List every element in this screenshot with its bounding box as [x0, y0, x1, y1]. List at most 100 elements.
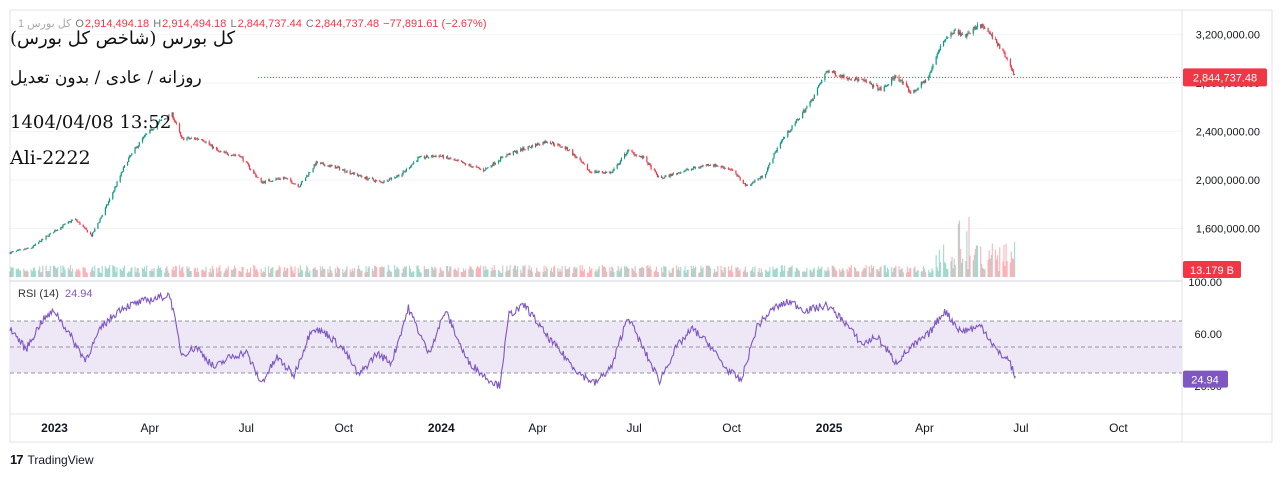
volume-bar	[991, 243, 993, 277]
candle-body	[61, 227, 63, 228]
candle-body	[924, 79, 927, 83]
candle-body	[453, 159, 455, 161]
volume-bar	[404, 267, 406, 277]
candle-body	[906, 85, 909, 88]
volume-bar	[589, 266, 591, 277]
tradingview-brand[interactable]: 17 TradingView	[10, 452, 94, 467]
volume-bar	[10, 266, 12, 277]
volume-bar	[145, 271, 147, 277]
candle-body	[639, 155, 642, 157]
volume-bar	[794, 271, 796, 277]
volume-bar	[408, 265, 411, 277]
volume-bar	[650, 269, 652, 277]
candle-body	[472, 166, 474, 167]
volume-bar	[187, 268, 189, 277]
candle-body	[38, 242, 40, 244]
volume-bar	[506, 265, 508, 277]
volume-bar	[850, 265, 852, 277]
volume-bar	[972, 260, 974, 277]
candle-body	[94, 228, 96, 232]
volume-bar	[536, 267, 538, 277]
candle-body	[322, 162, 324, 164]
candle-body	[617, 164, 619, 166]
candle-body	[873, 84, 875, 88]
volume-bar	[32, 267, 34, 277]
volume-bar	[575, 268, 577, 277]
volume-bar	[309, 270, 311, 277]
candle-body	[1012, 71, 1015, 75]
volume-bar	[620, 267, 623, 277]
volume-bar	[290, 265, 292, 277]
volume-bar	[691, 268, 694, 277]
candle-body	[932, 64, 934, 69]
volume-bar	[361, 270, 363, 277]
ohlc-legend: کل بورس 1 O2,914,494.18 H2,914,494.18 L2…	[18, 17, 488, 30]
grid-lines	[10, 33, 1182, 229]
volume-bar	[976, 245, 979, 277]
candle-body	[529, 147, 531, 148]
candle-body	[650, 165, 652, 170]
volume-bar	[431, 266, 433, 277]
candle-body	[168, 115, 170, 117]
candle-body	[223, 151, 225, 153]
volume-bar	[106, 269, 109, 277]
volume-bar	[486, 269, 488, 277]
volume-bar	[999, 247, 1001, 277]
volume-bar	[42, 265, 44, 277]
candle-body	[256, 176, 258, 178]
volume-bar	[680, 266, 682, 277]
volume-bar	[591, 267, 593, 277]
volume-bar	[737, 266, 739, 277]
candle-body	[382, 182, 384, 184]
volume-bar	[818, 268, 821, 277]
volume-bar	[329, 266, 331, 277]
candle-body	[119, 175, 121, 182]
candle-body	[968, 32, 970, 34]
candle-body	[465, 163, 467, 165]
volume-bar	[262, 271, 264, 277]
volume-bar	[727, 266, 730, 277]
last-price-tag-label: 2,844,737.48	[1193, 72, 1257, 84]
candle-body	[632, 152, 634, 153]
candle-body	[427, 157, 430, 159]
candle-body	[701, 166, 703, 167]
volume-bar	[167, 270, 169, 277]
volume-bar	[735, 267, 737, 277]
volume-bar	[401, 272, 403, 277]
candle-body	[855, 77, 857, 81]
candle-body	[812, 98, 814, 101]
volume-bar	[605, 271, 608, 277]
volume-bar	[442, 270, 445, 277]
volume-bar	[493, 265, 495, 277]
volume-bar	[878, 271, 880, 277]
candle-body	[171, 112, 173, 117]
candle-body	[887, 84, 890, 86]
candle-body	[361, 176, 363, 178]
volume-bar	[109, 265, 111, 277]
volume-bar	[263, 271, 265, 277]
candle-body	[240, 156, 242, 158]
candle-body	[331, 165, 333, 167]
candle-body	[158, 120, 161, 122]
volume-bar	[216, 267, 218, 277]
candle-body	[130, 155, 132, 156]
candle-body	[821, 80, 823, 84]
volume-bar	[371, 268, 374, 277]
volume-bar	[312, 268, 314, 277]
volume-bar	[270, 268, 272, 277]
volume-bar	[298, 272, 300, 277]
candle-body	[861, 79, 863, 80]
volume-bar	[648, 267, 650, 277]
candle-body	[781, 139, 784, 142]
volume-bar	[751, 269, 753, 277]
candle-body	[820, 83, 822, 85]
candle-body	[620, 158, 623, 162]
candle-body	[879, 87, 881, 89]
volume-bar	[514, 265, 517, 277]
volume-bar	[276, 269, 278, 277]
volume-bar	[478, 268, 481, 277]
volume-bar	[857, 271, 859, 277]
candle-body	[212, 147, 215, 149]
candle-body	[921, 82, 923, 84]
candle-body	[596, 172, 598, 173]
